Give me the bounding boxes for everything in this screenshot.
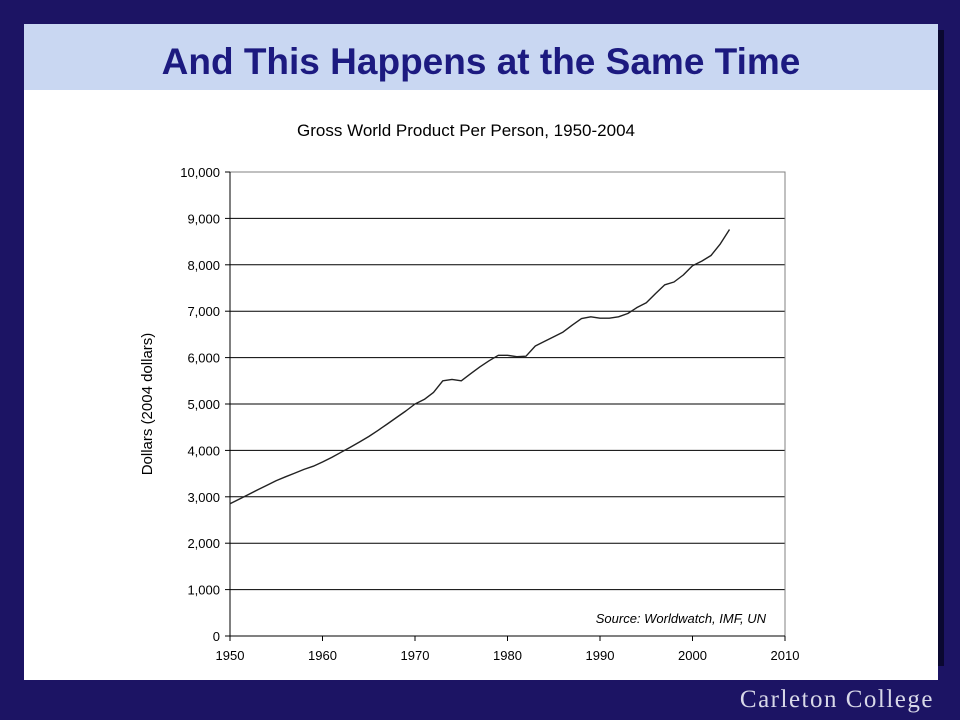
college-wordmark: Carleton College bbox=[739, 686, 934, 713]
y-tick-label: 1,000 bbox=[187, 583, 220, 598]
y-tick-label: 9,000 bbox=[187, 211, 220, 226]
x-tick-label: 1960 bbox=[308, 648, 337, 663]
series-line-0 bbox=[229, 229, 731, 505]
x-tick-label: 1950 bbox=[216, 648, 245, 663]
source-annotation: Source: Worldwatch, IMF, UN bbox=[596, 611, 767, 626]
y-tick-label: 2,000 bbox=[187, 536, 220, 551]
y-tick-label: 5,000 bbox=[187, 397, 220, 412]
y-tick-label: 8,000 bbox=[187, 258, 220, 273]
y-axis-label: Dollars (2004 dollars) bbox=[139, 333, 156, 476]
y-tick-label: 6,000 bbox=[187, 351, 220, 366]
x-tick-label: 1980 bbox=[493, 648, 522, 663]
y-tick-label: 4,000 bbox=[187, 443, 220, 458]
x-tick-label: 1990 bbox=[586, 648, 615, 663]
y-tick-label: 0 bbox=[213, 629, 220, 644]
x-tick-label: 1970 bbox=[401, 648, 430, 663]
title-bar bbox=[24, 24, 938, 90]
gwp-line-chart: 0 1,000 2,000 3,000 4,000 5,000 6,000 7,000 8,00… bbox=[139, 121, 800, 663]
chart-title: Gross World Product Per Person, 1950-200… bbox=[297, 121, 635, 140]
y-tick-label: 7,000 bbox=[187, 304, 220, 319]
slide-title: And This Happens at the Same Time bbox=[161, 41, 801, 82]
x-tick-label: 2000 bbox=[678, 648, 707, 663]
x-tick-label: 2010 bbox=[771, 648, 800, 663]
y-tick-label: 3,000 bbox=[187, 490, 220, 505]
slide-panel: And This Happens at the Same Time 0 1,000… bbox=[24, 24, 938, 680]
y-tick-label: 10,000 bbox=[180, 165, 220, 180]
